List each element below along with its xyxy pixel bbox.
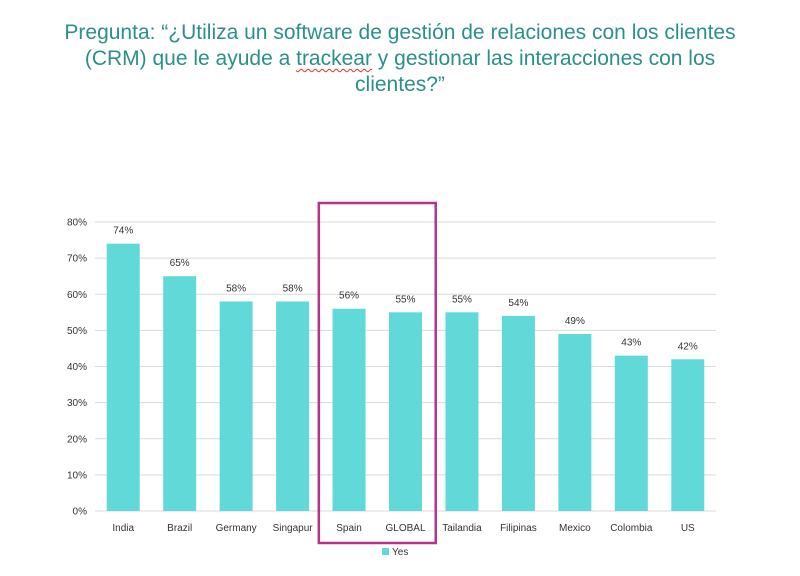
- y-tick-label: 10%: [67, 470, 87, 481]
- data-labels: 74% 65% 58% 58% 56% 55% 55% 54% 49% 43% 42%: [113, 226, 698, 353]
- y-tick-label: 70%: [67, 254, 87, 265]
- spellcheck-word: trackear: [296, 47, 372, 70]
- x-tick-label: Colombia: [610, 523, 653, 534]
- data-label: 49%: [565, 316, 585, 327]
- bar-global: [389, 312, 422, 511]
- data-label: 55%: [395, 294, 415, 305]
- data-label: 74%: [113, 226, 133, 237]
- question-line-2-end: y gestionar las interacciones con los: [371, 47, 716, 70]
- bar-mexico: [558, 333, 592, 511]
- y-tick-label: 50%: [67, 326, 87, 337]
- data-label: 55%: [452, 294, 472, 305]
- bar-filipinas: [501, 315, 535, 511]
- bar-us: [671, 359, 705, 511]
- x-tick-label: GLOBAL: [385, 523, 425, 534]
- bar-india: [106, 243, 140, 512]
- highlight-box: [317, 201, 437, 545]
- y-axis-ticks: 0% 10% 20% 30% 40% 50% 60% 70% 80%: [67, 218, 87, 518]
- x-tick-label: Tailandia: [442, 523, 482, 534]
- x-tick-label: India: [112, 523, 134, 534]
- data-label: 56%: [339, 291, 359, 302]
- question-line-3: clientes?”: [355, 73, 445, 96]
- x-tick-label: Filipinas: [500, 523, 537, 534]
- y-tick-label: 40%: [67, 362, 87, 373]
- bar-colombia: [614, 355, 648, 511]
- legend-swatch: [382, 548, 389, 555]
- question-title: Pregunta: “¿Utiliza un software de gesti…: [20, 20, 780, 98]
- x-tick-label: Germany: [216, 523, 257, 534]
- y-tick-label: 60%: [67, 290, 87, 301]
- bars: [106, 243, 705, 512]
- bar-tailandia: [445, 312, 479, 511]
- bar-brazil: [163, 276, 197, 511]
- y-tick-label: 0%: [73, 507, 88, 518]
- x-tick-label: Mexico: [559, 523, 591, 534]
- data-label: 65%: [170, 258, 190, 269]
- data-label: 58%: [283, 283, 303, 294]
- x-tick-label: Brazil: [167, 523, 192, 534]
- bar-germany: [219, 301, 253, 511]
- question-line-2-start: (CRM) que le ayude a: [84, 47, 297, 70]
- data-label: 54%: [508, 298, 528, 309]
- x-axis-ticks: India Brazil Germany Singapur Spain GLOBAL Tai…: [112, 523, 695, 534]
- x-tick-label: US: [681, 523, 695, 534]
- data-label: 43%: [621, 338, 641, 349]
- data-label: 58%: [226, 283, 246, 294]
- y-tick-label: 20%: [67, 434, 87, 445]
- question-line-1: Pregunta: “¿Utiliza un software de gesti…: [64, 21, 736, 44]
- data-label: 42%: [678, 341, 698, 352]
- y-tick-label: 30%: [67, 398, 87, 409]
- bar-spain: [332, 308, 366, 511]
- question-line-2: (CRM) que le ayude a trackear y gestiona…: [20, 46, 780, 72]
- y-tick-label: 80%: [67, 218, 87, 229]
- x-tick-label: Singapur: [273, 523, 314, 534]
- legend-label: Yes: [392, 547, 408, 558]
- x-tick-label: Spain: [336, 523, 362, 534]
- legend: Yes: [382, 547, 408, 558]
- bar-singapur: [276, 301, 310, 511]
